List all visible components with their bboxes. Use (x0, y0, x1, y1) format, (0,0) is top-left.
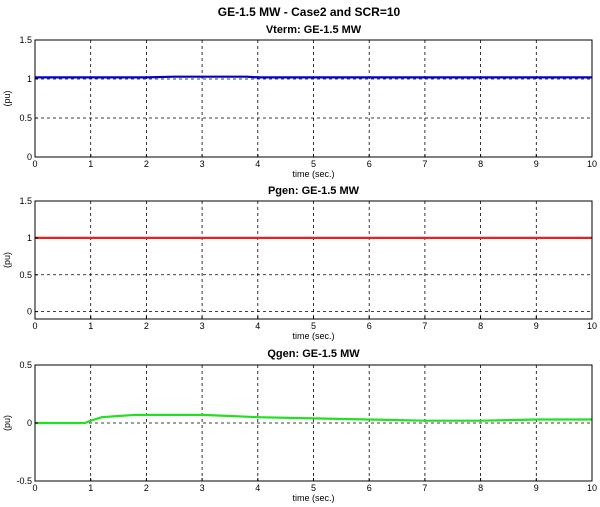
x-tick-label: 3 (200, 159, 205, 169)
y-tick-label: 0 (27, 152, 32, 162)
x-axis-label: time (sec.) (292, 169, 334, 179)
x-axis-label: time (sec.) (292, 331, 334, 341)
x-tick-label: 6 (367, 159, 372, 169)
y-tick-label: 0 (27, 307, 32, 317)
x-tick-label: 2 (144, 321, 149, 331)
y-tick-label: -0.5 (16, 476, 32, 486)
subplot-2: 0 1 2 3 4 5 6 7 8 9 10 0 0.5 1 1.5 Pgen: GE-1.5 MW time … (2, 185, 597, 341)
x-tick-label: 0 (32, 159, 37, 169)
x-tick-label: 3 (200, 483, 205, 493)
y-axis-label: (pu) (2, 415, 12, 431)
x-tick-label: 7 (422, 159, 427, 169)
figure-title: GE-1.5 MW - Case2 and SCR=10 (218, 5, 401, 19)
x-tick-label: 0 (32, 483, 37, 493)
y-tick-label: 1 (27, 74, 32, 84)
x-tick-label: 4 (255, 483, 260, 493)
x-tick-label: 7 (422, 321, 427, 331)
x-tick-label: 2 (144, 483, 149, 493)
y-axis-label: (pu) (2, 252, 12, 268)
x-tick-label: 8 (478, 159, 483, 169)
x-tick-label: 5 (311, 483, 316, 493)
x-tick-label: 9 (534, 321, 539, 331)
x-tick-label: 5 (311, 321, 316, 331)
y-tick-label: 1.5 (19, 35, 32, 45)
x-tick-label: 1 (88, 483, 93, 493)
x-tick-label: 5 (311, 159, 316, 169)
y-tick-label: 1.5 (19, 196, 32, 206)
x-tick-label: 1 (88, 159, 93, 169)
x-axis-label: time (sec.) (292, 493, 334, 503)
x-tick-label: 10 (587, 483, 597, 493)
x-tick-label: 9 (534, 159, 539, 169)
x-tick-label: 0 (32, 321, 37, 331)
plot-area (35, 40, 592, 157)
subplot-title: Pgen: GE-1.5 MW (268, 185, 360, 197)
x-tick-label: 7 (422, 483, 427, 493)
x-tick-label: 8 (478, 483, 483, 493)
y-tick-label: 0.5 (19, 113, 32, 123)
x-tick-label: 4 (255, 321, 260, 331)
x-tick-label: 10 (587, 321, 597, 331)
x-tick-label: 10 (587, 159, 597, 169)
x-tick-label: 1 (88, 321, 93, 331)
x-tick-label: 4 (255, 159, 260, 169)
series-line-1 (35, 75, 592, 79)
y-tick-label: 0.5 (19, 360, 32, 370)
x-tick-label: 6 (367, 321, 372, 331)
x-tick-label: 3 (200, 321, 205, 331)
y-tick-label: 0.5 (19, 270, 32, 280)
x-tick-label: 6 (367, 483, 372, 493)
subplot-title: Vterm: GE-1.5 MW (266, 24, 362, 36)
y-tick-label: 0 (27, 418, 32, 428)
subplot-title: Qgen: GE-1.5 MW (267, 348, 360, 360)
x-tick-label: 2 (144, 159, 149, 169)
subplot-1: 0 1 2 3 4 5 6 7 8 9 10 0 0.5 1 1.5 Vterm: GE-1.5 MW time… (2, 24, 597, 179)
plot-area (35, 201, 592, 319)
x-tick-label: 8 (478, 321, 483, 331)
series-line-1 (35, 413, 592, 425)
x-tick-label: 9 (534, 483, 539, 493)
y-tick-label: 1 (27, 233, 32, 243)
y-axis-label: (pu) (2, 90, 12, 106)
